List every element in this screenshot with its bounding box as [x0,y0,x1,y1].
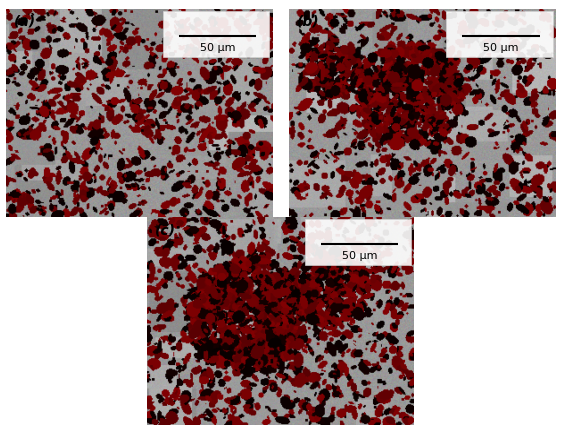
FancyBboxPatch shape [163,11,269,56]
FancyBboxPatch shape [446,11,553,56]
Text: (c): (c) [155,223,176,237]
FancyBboxPatch shape [304,219,411,265]
Text: 50 μm: 50 μm [200,43,235,53]
Text: 50 μm: 50 μm [483,43,519,53]
Text: (b): (b) [297,15,320,29]
Text: (a): (a) [14,15,36,29]
Text: 50 μm: 50 μm [341,251,377,261]
